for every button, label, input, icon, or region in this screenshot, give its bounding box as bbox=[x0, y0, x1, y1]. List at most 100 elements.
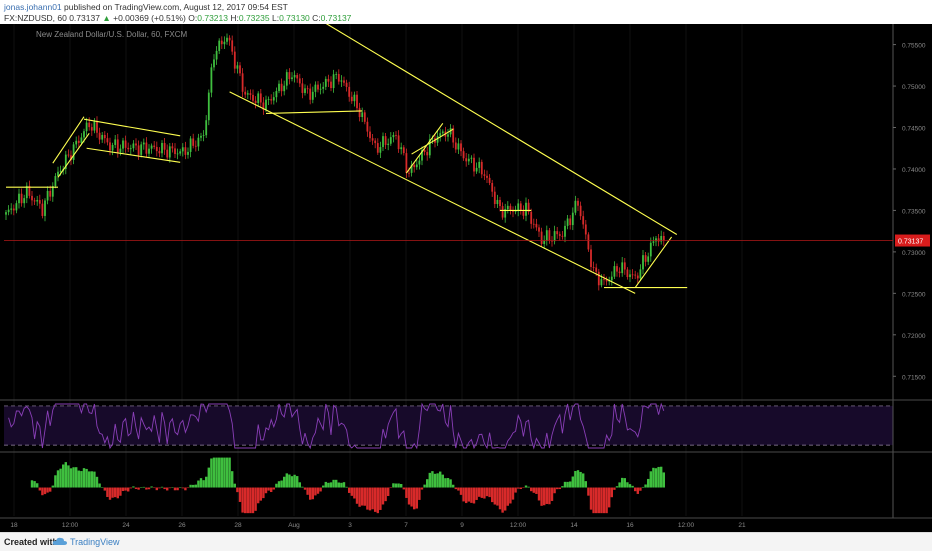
candle-body bbox=[319, 88, 322, 90]
symbol-label: FX:NZDUSD, 60 bbox=[4, 13, 67, 23]
oscillator-bar bbox=[631, 485, 634, 488]
oscillator-bar bbox=[121, 487, 125, 492]
candle-body bbox=[629, 274, 631, 278]
time-tick-label: 12:00 bbox=[678, 522, 695, 529]
candle-body bbox=[660, 235, 663, 242]
candle-body bbox=[293, 75, 296, 78]
oscillator-bar bbox=[615, 486, 619, 488]
oscillator-bar bbox=[254, 487, 257, 511]
oscillator-bar bbox=[441, 474, 444, 488]
candle-body bbox=[77, 140, 80, 143]
candle-body bbox=[356, 94, 358, 109]
candle-body bbox=[436, 136, 439, 143]
oscillator-bar bbox=[54, 475, 57, 488]
candle-body bbox=[397, 135, 400, 150]
candle-body bbox=[75, 140, 78, 145]
candle-body bbox=[270, 99, 273, 101]
candle-body bbox=[470, 157, 473, 159]
oscillator-bar bbox=[202, 480, 205, 488]
candle-body bbox=[587, 234, 590, 250]
oscillator-bar bbox=[493, 487, 496, 505]
candle-body bbox=[405, 153, 408, 173]
candle-body bbox=[106, 138, 109, 143]
oscillator-bar bbox=[623, 478, 626, 488]
oscillator-bar bbox=[168, 487, 171, 489]
candle-body bbox=[592, 266, 595, 268]
candle-body bbox=[647, 256, 650, 262]
author-link[interactable]: jonas.johann01 bbox=[4, 2, 62, 12]
candle-body bbox=[83, 131, 85, 138]
candle-body bbox=[275, 91, 278, 98]
publish-line: jonas.johann01 published on TradingView.… bbox=[4, 2, 288, 12]
candle-body bbox=[67, 154, 70, 156]
oscillator-bar bbox=[129, 487, 132, 489]
oscillator-bar bbox=[106, 487, 109, 497]
oscillator-bar bbox=[119, 487, 122, 496]
oscillator-bar bbox=[257, 487, 260, 504]
candle-body bbox=[311, 91, 314, 100]
candle-body bbox=[389, 137, 392, 144]
candle-body bbox=[335, 74, 338, 75]
oscillator-bar bbox=[236, 487, 239, 493]
candle-body bbox=[46, 190, 49, 201]
candle-body bbox=[262, 102, 265, 110]
candle-body bbox=[278, 83, 280, 92]
oscillator-bar bbox=[264, 487, 268, 494]
oscillator-bar bbox=[288, 474, 291, 488]
oscillator-bar bbox=[662, 472, 665, 488]
oscillator-bar bbox=[192, 484, 195, 488]
candle-body bbox=[93, 121, 96, 131]
candle-body bbox=[642, 255, 644, 270]
trendline-drawings[interactable] bbox=[6, 24, 688, 294]
publish-header: jonas.johann01 published on TradingView.… bbox=[0, 0, 932, 24]
oscillator-bar bbox=[69, 468, 73, 488]
oscillator-bar bbox=[166, 487, 169, 491]
chart-canvas[interactable]: New Zealand Dollar/U.S. Dollar, 60, FXCM… bbox=[0, 24, 932, 532]
candle-body bbox=[545, 230, 548, 241]
oscillator-bar bbox=[381, 487, 385, 505]
tradingview-brand[interactable]: TradingView bbox=[70, 537, 120, 547]
low-value: 0.73130 bbox=[279, 13, 310, 23]
candle-body bbox=[233, 51, 236, 69]
candle-body bbox=[616, 266, 618, 272]
oscillator-bar bbox=[397, 483, 400, 488]
candle-body bbox=[428, 139, 431, 156]
oscillator-bar bbox=[283, 476, 286, 488]
candle-body bbox=[431, 138, 434, 140]
candlestick-series bbox=[5, 33, 665, 291]
oscillator-bar bbox=[275, 483, 278, 488]
candle-body bbox=[561, 235, 564, 237]
oscillator-bar bbox=[210, 458, 213, 488]
candle-body bbox=[426, 151, 429, 156]
candle-body bbox=[158, 151, 161, 154]
candle-body bbox=[506, 205, 509, 210]
candle-body bbox=[618, 271, 621, 274]
candle-body bbox=[5, 212, 7, 215]
candle-body bbox=[374, 140, 377, 144]
candle-body bbox=[600, 279, 603, 286]
oscillator-bar bbox=[46, 487, 49, 493]
trendline bbox=[57, 132, 90, 178]
candle-body bbox=[54, 176, 57, 187]
candle-body bbox=[296, 75, 299, 79]
ohlc-line: FX:NZDUSD, 60 0.73137 ▲ +0.00369 (+0.51%… bbox=[4, 13, 351, 23]
oscillator-bar bbox=[30, 480, 34, 488]
oscillator-bar bbox=[353, 487, 356, 499]
oscillator-bar bbox=[171, 487, 174, 488]
price-tick-label: 0.74500 bbox=[902, 126, 926, 133]
candle-body bbox=[462, 151, 465, 159]
oscillator-bar bbox=[181, 487, 184, 489]
candle-body bbox=[363, 112, 366, 122]
price-tick-label: 0.73500 bbox=[902, 208, 926, 215]
oscillator-bar bbox=[402, 487, 405, 490]
candle-body bbox=[465, 158, 468, 162]
oscillator-bar bbox=[639, 487, 642, 491]
candle-body bbox=[415, 164, 418, 168]
candle-body bbox=[150, 145, 153, 149]
oscillator-bar bbox=[309, 487, 312, 500]
candle-body bbox=[579, 205, 582, 217]
oscillator-bar bbox=[480, 487, 483, 498]
candle-body bbox=[166, 149, 169, 158]
candle-body bbox=[475, 167, 478, 172]
oscillator-bar bbox=[33, 481, 36, 488]
